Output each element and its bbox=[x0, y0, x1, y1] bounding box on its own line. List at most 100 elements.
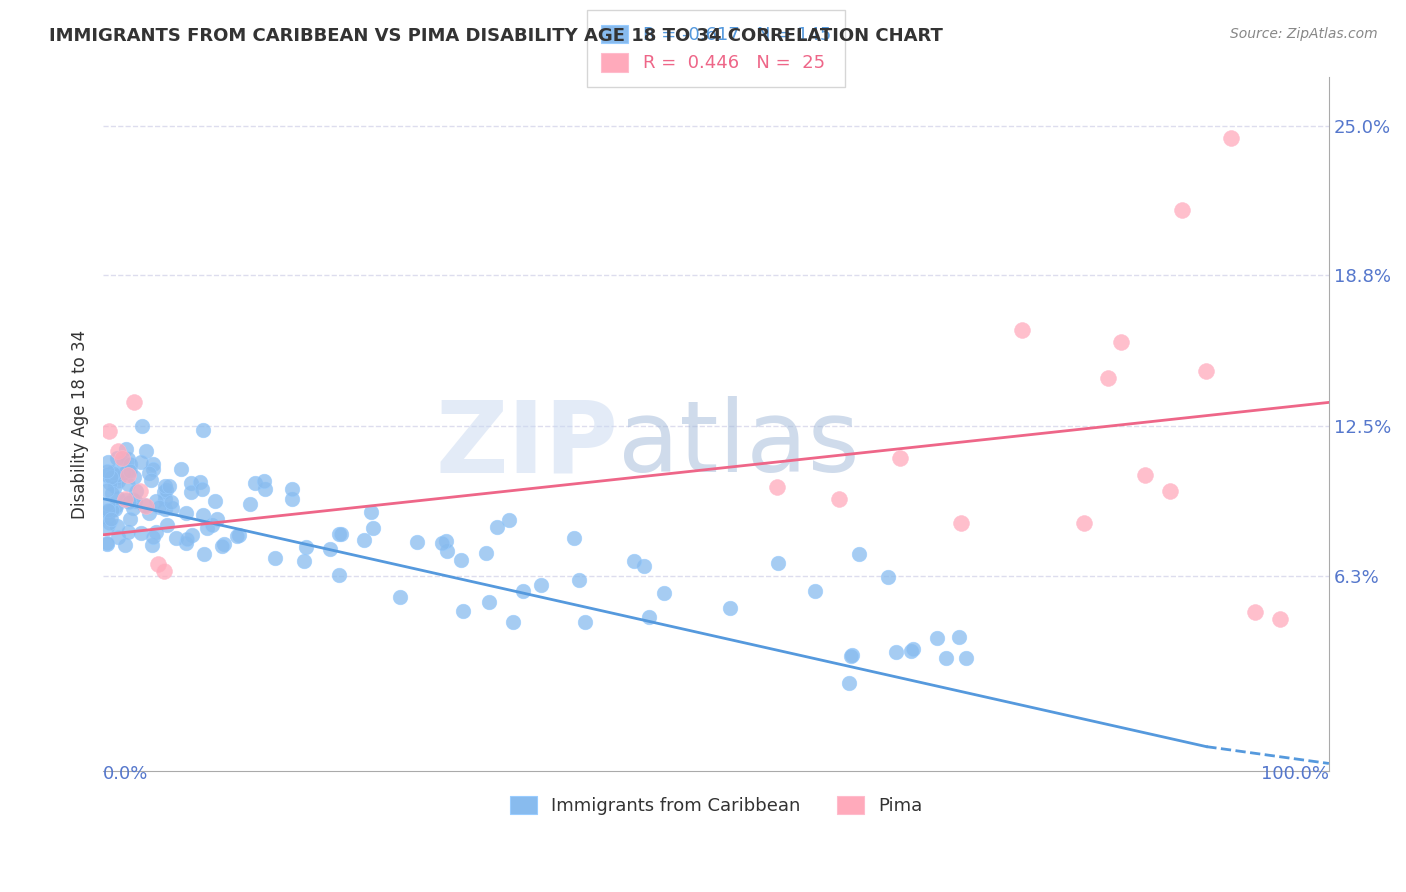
Point bbox=[96, 510, 118, 524]
Point bbox=[96, 464, 118, 478]
Point bbox=[180, 527, 202, 541]
Point bbox=[104, 499, 127, 513]
Point bbox=[114, 491, 136, 506]
Point bbox=[129, 525, 152, 540]
Point bbox=[98, 476, 121, 491]
Point bbox=[925, 631, 948, 645]
Point bbox=[96, 503, 118, 517]
Point bbox=[114, 538, 136, 552]
Point bbox=[174, 536, 197, 550]
Point bbox=[281, 491, 304, 506]
Point bbox=[107, 443, 129, 458]
Point bbox=[1268, 612, 1291, 626]
Point bbox=[193, 547, 215, 561]
Point bbox=[118, 457, 141, 471]
Point bbox=[195, 521, 218, 535]
Point bbox=[103, 466, 125, 480]
Point bbox=[180, 476, 202, 491]
Point bbox=[108, 470, 131, 484]
Point bbox=[360, 505, 382, 519]
Point bbox=[295, 541, 318, 555]
Point bbox=[100, 470, 122, 484]
Point bbox=[434, 533, 457, 548]
Point bbox=[486, 520, 509, 534]
Point bbox=[1133, 467, 1156, 482]
Point bbox=[623, 554, 645, 568]
Point bbox=[156, 518, 179, 533]
Point bbox=[124, 494, 146, 508]
Point bbox=[180, 484, 202, 499]
Point bbox=[165, 532, 187, 546]
Point bbox=[935, 651, 957, 665]
Point bbox=[1159, 484, 1181, 499]
Point bbox=[191, 423, 214, 437]
Point bbox=[1109, 335, 1132, 350]
Point bbox=[292, 554, 315, 568]
Point bbox=[841, 648, 863, 662]
Point bbox=[142, 457, 165, 471]
Point bbox=[97, 497, 120, 511]
Point bbox=[117, 452, 139, 467]
Point bbox=[353, 533, 375, 547]
Point bbox=[105, 450, 128, 465]
Point bbox=[131, 419, 153, 434]
Point bbox=[96, 536, 118, 550]
Point bbox=[188, 475, 211, 490]
Point bbox=[103, 479, 125, 493]
Point bbox=[478, 594, 501, 608]
Point bbox=[652, 586, 675, 600]
Text: IMMIGRANTS FROM CARIBBEAN VS PIMA DISABILITY AGE 18 TO 34 CORRELATION CHART: IMMIGRANTS FROM CARIBBEAN VS PIMA DISABI… bbox=[49, 27, 943, 45]
Point bbox=[112, 454, 135, 468]
Point bbox=[562, 532, 585, 546]
Point bbox=[498, 513, 520, 527]
Point bbox=[328, 527, 350, 541]
Point bbox=[138, 467, 160, 481]
Point bbox=[152, 485, 174, 500]
Point bbox=[950, 516, 973, 530]
Point bbox=[329, 527, 352, 541]
Point bbox=[328, 568, 350, 582]
Point bbox=[530, 578, 553, 592]
Point bbox=[148, 557, 170, 571]
Point bbox=[1097, 371, 1119, 385]
Point bbox=[827, 491, 849, 506]
Point bbox=[114, 466, 136, 480]
Point bbox=[212, 537, 235, 551]
Point bbox=[129, 484, 152, 499]
Point bbox=[239, 497, 262, 511]
Point bbox=[122, 500, 145, 515]
Point bbox=[839, 648, 862, 663]
Text: 100.0%: 100.0% bbox=[1261, 764, 1329, 782]
Text: 0.0%: 0.0% bbox=[103, 764, 149, 782]
Point bbox=[107, 474, 129, 488]
Point bbox=[117, 495, 139, 509]
Point bbox=[107, 530, 129, 544]
Point bbox=[153, 564, 176, 578]
Point bbox=[160, 495, 183, 509]
Point bbox=[804, 583, 827, 598]
Text: ZIP: ZIP bbox=[434, 396, 619, 493]
Point bbox=[430, 536, 453, 550]
Point bbox=[170, 462, 193, 476]
Point bbox=[877, 570, 900, 584]
Point bbox=[1171, 202, 1194, 217]
Point bbox=[512, 583, 534, 598]
Point bbox=[191, 508, 214, 522]
Point bbox=[1011, 323, 1033, 337]
Point bbox=[115, 493, 138, 508]
Point bbox=[122, 395, 145, 409]
Y-axis label: Disability Age 18 to 34: Disability Age 18 to 34 bbox=[72, 329, 89, 518]
Point bbox=[1219, 130, 1241, 145]
Point bbox=[105, 519, 128, 533]
Point bbox=[105, 467, 128, 482]
Point bbox=[117, 467, 139, 482]
Point bbox=[228, 528, 250, 542]
Point bbox=[157, 479, 180, 493]
Point bbox=[97, 455, 120, 469]
Point bbox=[211, 540, 233, 554]
Point bbox=[1244, 605, 1267, 619]
Point bbox=[103, 465, 125, 479]
Point bbox=[138, 506, 160, 520]
Point bbox=[1073, 516, 1095, 530]
Point bbox=[176, 532, 198, 546]
